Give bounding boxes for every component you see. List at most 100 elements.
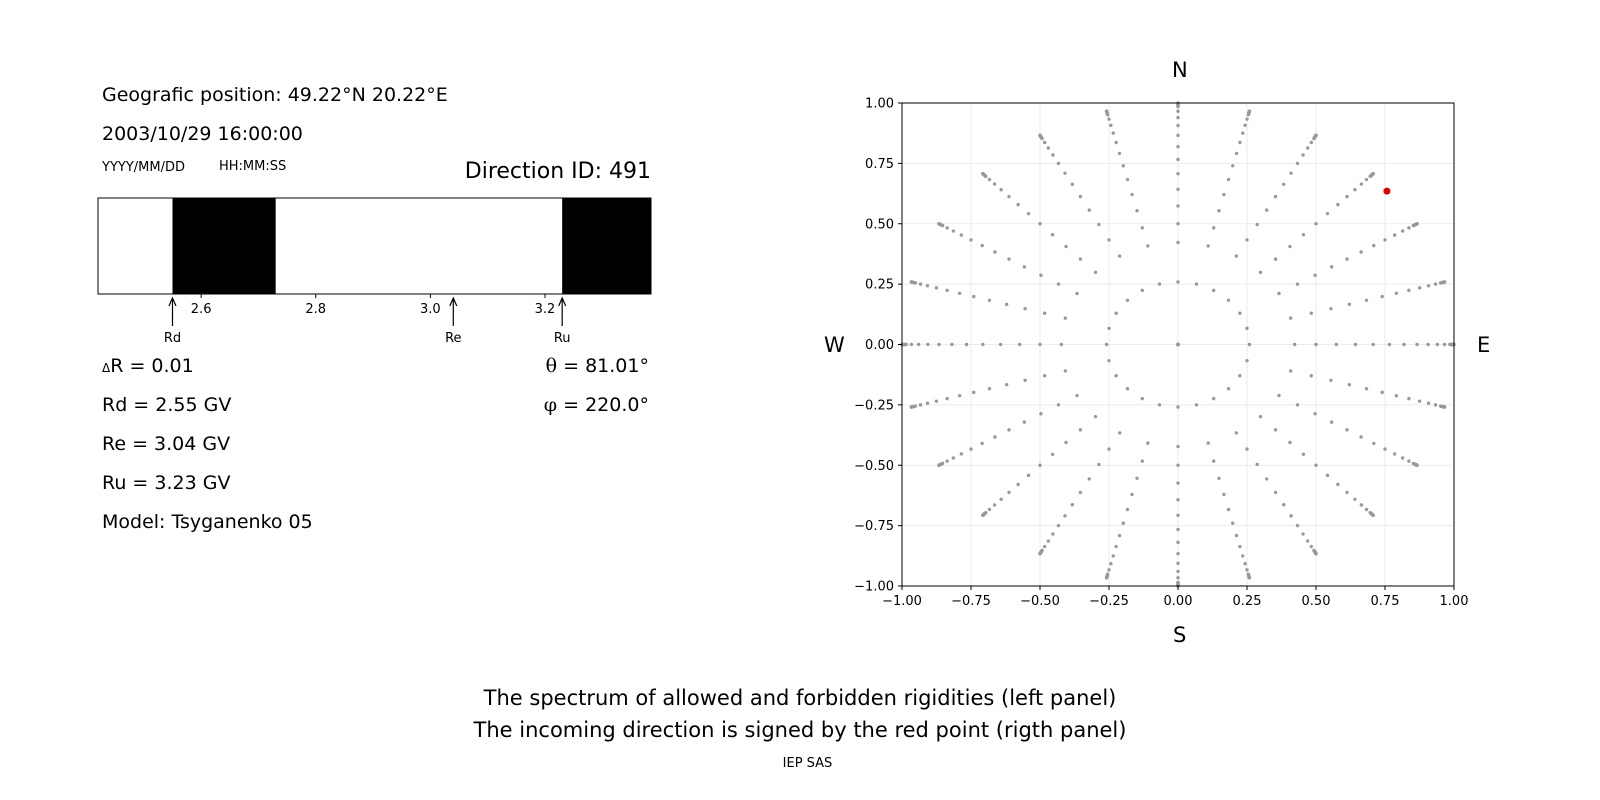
- phi-text: = 220.0°: [557, 394, 649, 416]
- direction-point: [1258, 270, 1263, 275]
- direction-point: [1176, 576, 1180, 580]
- direction-point: [918, 403, 923, 407]
- direction-point: [1305, 146, 1310, 150]
- direction-point: [1336, 202, 1340, 207]
- direction-point: [1070, 503, 1074, 507]
- re-value: Re = 3.04 GV: [102, 433, 231, 455]
- direction-point: [1282, 182, 1286, 186]
- direction-point: [1007, 194, 1011, 199]
- direction-point: [1104, 342, 1109, 347]
- direction-point: [998, 342, 1003, 347]
- direction-point: [969, 238, 973, 242]
- y-tick-label: 0.50: [865, 217, 894, 232]
- direction-point: [1372, 441, 1376, 446]
- direction-point: [1043, 374, 1047, 378]
- direction-point: [1140, 396, 1144, 401]
- marker-label-re: Re: [445, 331, 461, 346]
- direction-point: [1140, 459, 1144, 463]
- direction-point: [1093, 414, 1098, 419]
- direction-point: [1087, 477, 1091, 481]
- direction-point: [981, 172, 985, 176]
- direction-point: [916, 342, 921, 347]
- marker-arrow-head: [168, 296, 177, 307]
- direction-point: [934, 286, 939, 290]
- incoming-direction-point: [1383, 187, 1391, 195]
- direction-point: [1241, 131, 1245, 135]
- rd-value: Rd = 2.55 GV: [102, 394, 232, 416]
- direction-point: [957, 394, 962, 398]
- direction-point: [1038, 342, 1042, 347]
- direction-point: [950, 342, 954, 347]
- direction-point: [1273, 257, 1278, 261]
- compass-west: W: [824, 333, 845, 357]
- direction-point: [1273, 194, 1278, 199]
- direction-point: [1329, 306, 1333, 311]
- direction-point: [1415, 342, 1419, 347]
- direction-point: [1226, 507, 1231, 512]
- direction-point: [1277, 291, 1281, 296]
- direction-point: [1265, 208, 1269, 212]
- band-frame: [97, 197, 652, 295]
- y-tick-label: −1.00: [854, 580, 894, 595]
- direction-point: [1345, 490, 1349, 495]
- direction-point: [1038, 222, 1042, 226]
- direction-point: [909, 280, 914, 284]
- direction-point: [1309, 311, 1313, 315]
- direction-point: [1426, 284, 1431, 288]
- spectrum-band: [97, 197, 652, 295]
- direction-point: [1087, 208, 1091, 212]
- direction-point: [1007, 257, 1011, 261]
- direction-point: [964, 342, 969, 347]
- x-tick-label: 0.25: [1233, 594, 1262, 609]
- delta-symbol: Δ: [102, 361, 111, 375]
- direction-point: [1426, 342, 1430, 347]
- direction-point: [1371, 513, 1375, 517]
- direction-point: [1107, 117, 1111, 121]
- direction-point: [925, 284, 930, 288]
- direction-point: [1314, 222, 1318, 226]
- direction-point: [1050, 452, 1055, 456]
- direction-point: [1243, 123, 1247, 127]
- direction-point: [1111, 554, 1115, 558]
- direction-point: [1309, 544, 1313, 549]
- direction-point: [1292, 342, 1297, 347]
- direction-point: [1347, 302, 1352, 307]
- direction-point: [1277, 393, 1281, 398]
- direction-point: [1206, 441, 1210, 445]
- y-tick-label: −0.25: [854, 398, 894, 413]
- direction-point: [1194, 282, 1199, 286]
- direction-point: [1043, 544, 1047, 549]
- forbidden-band: [562, 198, 651, 294]
- direction-point: [1176, 569, 1180, 574]
- direction-point: [1273, 428, 1278, 432]
- direction-point: [945, 226, 949, 230]
- direction-point: [1400, 456, 1405, 460]
- direction-point: [992, 503, 997, 507]
- direction-point: [1176, 204, 1180, 208]
- direction-point: [1016, 482, 1020, 487]
- direction-point: [992, 182, 997, 186]
- direction-point: [1125, 386, 1130, 391]
- direction-point: [1121, 521, 1125, 525]
- direction-point: [1238, 374, 1242, 378]
- direction-point: [918, 282, 923, 286]
- direction-point: [1364, 386, 1369, 391]
- incoming-direction-marker: [1383, 187, 1391, 195]
- direction-point: [945, 459, 949, 463]
- direction-point: [1212, 396, 1216, 401]
- direction-point: [1107, 568, 1111, 572]
- y-tick-label: 1.00: [865, 97, 894, 112]
- marker-label-ru: Ru: [554, 331, 571, 346]
- direction-point: [1125, 507, 1130, 512]
- direction-point: [1243, 562, 1247, 566]
- direction-point: [969, 447, 973, 451]
- theta-value: θ = 81.01°: [546, 355, 649, 377]
- caption-line-2: The incoming direction is signed by the …: [473, 718, 1127, 742]
- direction-point: [1231, 164, 1235, 168]
- direction-point: [957, 291, 962, 295]
- direction-point: [1121, 164, 1125, 168]
- scatter-x-axis: −1.00 −0.75 −0.50 −0.25 0.00 0.25 0.50 0.75 1.00: [882, 586, 1468, 609]
- direction-point: [1364, 507, 1369, 512]
- direction-point: [1026, 473, 1031, 478]
- direction-point: [1093, 270, 1098, 275]
